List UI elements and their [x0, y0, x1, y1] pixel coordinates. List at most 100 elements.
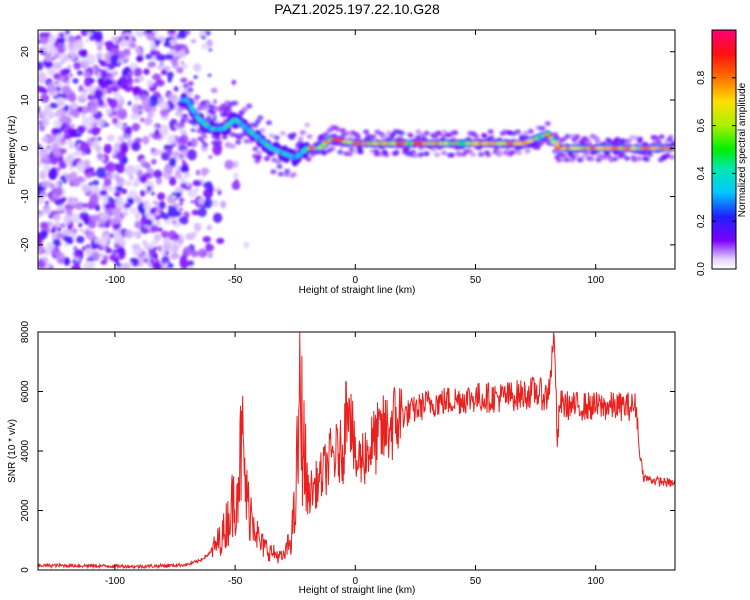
heatmap-cell: [52, 73, 61, 80]
heatmap-cell: [326, 128, 333, 134]
heatmap-cell: [81, 184, 92, 194]
heatmap-cell: [91, 214, 101, 222]
heatmap-cell: [94, 89, 104, 100]
heatmap-cell: [283, 171, 290, 177]
heatmap-cell: [61, 85, 72, 96]
heatmap-cell: [150, 147, 156, 153]
heatmap-cell: [157, 192, 166, 201]
heatmap-cell: [524, 148, 531, 154]
heatmap-cell: [62, 228, 70, 237]
heatmap-cell: [68, 55, 73, 58]
heatmap-cell: [151, 261, 162, 269]
heatmap-cell: [73, 62, 81, 70]
heatmap-cell: [183, 171, 191, 179]
heatmap-cell: [216, 237, 225, 245]
heatmap-cell: [163, 41, 171, 48]
heatmap-cell: [88, 219, 97, 229]
heatmap-cell: [121, 67, 131, 79]
heatmap-cell: [39, 147, 49, 160]
heatmap-cell: [563, 157, 570, 163]
heatmap-cell: [55, 206, 61, 211]
heatmap-cell: [106, 134, 115, 142]
heatmap-cell: [254, 119, 261, 125]
heatmap-cell: [235, 139, 242, 145]
heatmap-cell: [112, 86, 118, 92]
heatmap-cell: [194, 187, 200, 193]
heatmap-cell: [418, 152, 425, 158]
heatmap-cell: [156, 65, 163, 70]
heatmap-cell: [624, 156, 631, 162]
heatmap-cell: [202, 236, 211, 243]
heatmap-cell: [154, 129, 160, 136]
heatmap-cell: [370, 134, 377, 140]
colorbar-tick-label: 0.8: [696, 70, 707, 84]
snr-x-label: Height of straight line (km): [299, 585, 416, 596]
heatmap-cell: [80, 93, 87, 100]
heatmap-cell: [44, 200, 50, 205]
heatmap-cell: [50, 67, 56, 74]
heatmap-cell: [487, 142, 496, 145]
heatmap-cell: [43, 162, 51, 172]
heatmap-cell: [73, 251, 83, 258]
heatmap-cell: [374, 129, 381, 135]
heatmap-cell: [183, 30, 191, 36]
heatmap-cell: [85, 230, 96, 241]
heatmap-cell: [111, 35, 119, 42]
heatmap-cell: [106, 86, 113, 94]
heatmap-cell: [133, 177, 141, 186]
heatmap-cell: [139, 117, 145, 123]
y-tick-label: -20: [20, 237, 31, 252]
heatmap-cell: [496, 148, 503, 154]
heatmap-cell: [187, 87, 194, 93]
heatmap-cell: [91, 171, 97, 177]
heatmap-cell: [88, 85, 97, 92]
heatmap-cell: [123, 48, 131, 55]
heatmap-cell: [81, 114, 86, 119]
heatmap-cell: [179, 85, 183, 89]
heatmap-cell: [105, 247, 113, 254]
heatmap-cell: [54, 81, 59, 85]
heatmap-cell: [88, 182, 93, 187]
heatmap-cell: [167, 134, 177, 145]
heatmap-cell: [68, 72, 73, 78]
heatmap-cell: [155, 220, 161, 227]
x-tick-label: 50: [470, 275, 482, 286]
heatmap-cell: [407, 132, 414, 138]
heatmap-cell: [147, 185, 152, 192]
heatmap-cell: [133, 67, 143, 77]
heatmap-cell: [56, 227, 62, 232]
heatmap-cell: [178, 238, 184, 245]
heatmap-cell: [39, 86, 47, 94]
heatmap-cell: [168, 246, 177, 253]
heatmap-cell: [108, 98, 118, 109]
heatmap-cell: [56, 166, 62, 171]
heatmap-cell: [67, 127, 77, 137]
heatmap-cell: [164, 258, 169, 264]
heatmap-cell: [153, 30, 159, 35]
heatmap-cell: [175, 155, 181, 161]
heatmap-cell: [554, 146, 564, 149]
y-tick-label: 2000: [20, 499, 31, 522]
heatmap-cell: [101, 240, 108, 248]
heatmap-cell: [594, 139, 601, 145]
heatmap-cell: [39, 170, 47, 180]
heatmap-cell: [74, 197, 79, 203]
heatmap-cell: [636, 156, 643, 162]
heatmap-cell: [155, 79, 165, 87]
heatmap-cell: [144, 212, 152, 217]
heatmap-cell: [213, 105, 220, 111]
x-tick-label: 0: [353, 576, 359, 587]
heatmap-cell: [441, 150, 448, 156]
heatmap-cell: [112, 92, 118, 96]
heatmap-cell: [380, 134, 387, 140]
colorbar-ticks: 0.0 0.2 0.4 0.6 0.8: [696, 70, 736, 276]
heatmap-cell: [273, 135, 280, 141]
heatmap-cell: [522, 130, 529, 136]
heatmap-cell: [179, 129, 187, 135]
heatmap-cell: [432, 134, 439, 140]
heatmap-cell: [140, 160, 150, 168]
heatmap-cell: [168, 176, 177, 186]
heatmap-cell: [137, 50, 145, 56]
heatmap-cell: [49, 102, 59, 109]
spectrogram-x-axis: -100 -50 0 50 100: [105, 30, 604, 286]
